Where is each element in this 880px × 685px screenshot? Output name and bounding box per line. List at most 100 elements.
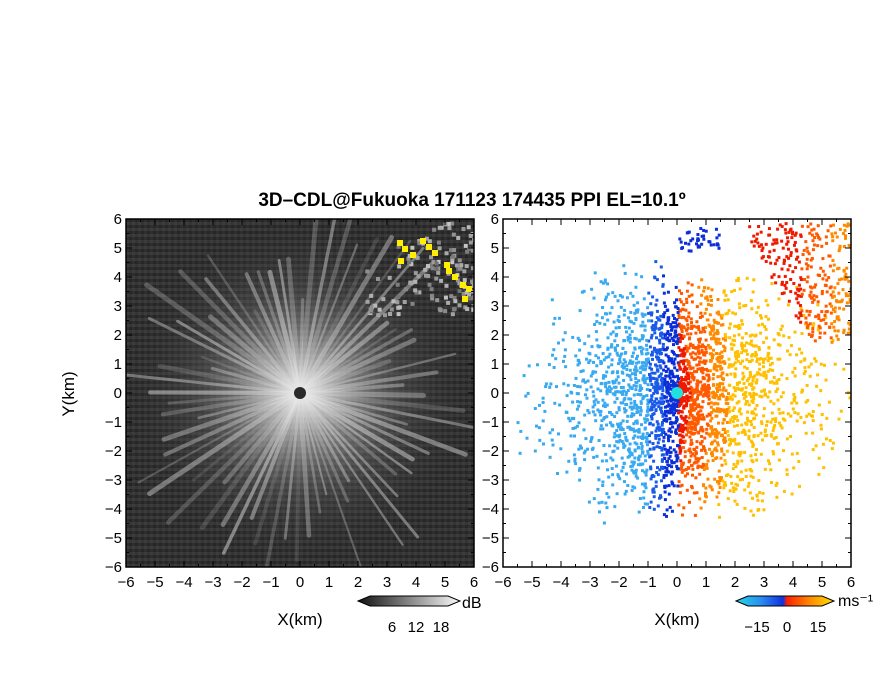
velocity-cell [678, 365, 682, 369]
velocity-cloud-cell [808, 322, 812, 326]
velocity-cell [687, 294, 691, 298]
velocity-cell [695, 445, 699, 449]
velocity-cell [817, 472, 821, 476]
velocity-cell [767, 356, 771, 360]
cloud-pixel [377, 307, 382, 312]
velocity-cell [629, 397, 633, 401]
velocity-cell [676, 361, 680, 365]
velocity-cell [571, 427, 575, 430]
velocity-cell [692, 398, 696, 402]
velocity-cell [769, 356, 773, 360]
velocity-cell [593, 271, 597, 275]
velocity-cell [692, 357, 696, 361]
velocity-cell [650, 417, 654, 421]
chart-title: 3D–CDL@Fukuoka 171123 174435 PPI EL=10.1… [258, 190, 685, 211]
velocity-cell [665, 419, 669, 423]
velocity-cell [646, 357, 650, 361]
velocity-cell [645, 394, 649, 397]
velocity-cell [780, 373, 784, 377]
velocity-cell [746, 419, 750, 423]
velocity-cell [716, 441, 720, 445]
velocity-cell [638, 346, 641, 350]
velocity-cloud-cell [789, 290, 793, 294]
velocity-cell [608, 444, 612, 448]
velocity-cell [802, 421, 806, 425]
velocity-cell [578, 400, 582, 404]
strong-echo-pixel [426, 244, 432, 250]
velocity-cell [698, 330, 702, 334]
velocity-cell [750, 441, 754, 445]
velocity-cell [591, 410, 595, 414]
velocity-cloud-cell [847, 327, 851, 331]
velocity-cell [611, 423, 615, 427]
velocity-cell [723, 346, 727, 350]
velocity-cell [668, 427, 672, 431]
velocity-cell [730, 364, 734, 368]
velocity-cell [795, 451, 799, 455]
velocity-cell [605, 423, 609, 427]
velocity-cell [622, 442, 625, 446]
velocity-cell [682, 418, 686, 422]
velocity-cell [718, 388, 722, 392]
velocity-cell [671, 375, 675, 379]
velocity-cell [696, 421, 700, 425]
velocity-cell [671, 379, 675, 383]
velocity-cell [688, 395, 692, 399]
velocity-cell [698, 367, 702, 371]
reflectivity-ray [298, 297, 305, 395]
velocity-cell [762, 414, 766, 418]
cloud-pixel [395, 300, 400, 305]
velocity-cell [639, 435, 643, 439]
velocity-cell [622, 313, 626, 317]
velocity-patch-cell [707, 240, 711, 244]
velocity-cell [668, 376, 672, 380]
velocity-cell [837, 417, 841, 421]
velocity-cloud-cell [843, 277, 847, 281]
velocity-cell [735, 424, 739, 427]
cloud-pixel [413, 288, 418, 293]
velocity-cell [680, 291, 683, 295]
velocity-cell [673, 317, 676, 320]
velocity-cell [664, 395, 668, 399]
strong-echo-pixel [452, 274, 458, 280]
velocity-cell [793, 396, 797, 399]
velocity-cell [596, 400, 600, 404]
velocity-cell [578, 338, 581, 342]
velocity-cell [715, 337, 719, 341]
velocity-cell [636, 393, 640, 396]
velocity-cell [519, 429, 523, 433]
velocity-cell [535, 424, 538, 428]
velocity-cell [698, 405, 702, 409]
velocity-cell [565, 470, 569, 474]
cloud-pixel [444, 251, 449, 256]
velocity-cell [668, 454, 672, 458]
velocity-cell [695, 363, 699, 367]
velocity-cell [717, 337, 721, 341]
velocity-cell [630, 488, 634, 492]
velocity-cell [712, 365, 716, 369]
velocity-cell [643, 420, 647, 424]
gray-colorbar [356, 595, 462, 607]
velocity-cloud-cell [831, 290, 835, 294]
velocity-cell [666, 355, 670, 359]
velocity-cell [764, 327, 768, 331]
velocity-cell [678, 309, 682, 313]
velocity-cell [650, 333, 654, 337]
velocity-cloud-cell [812, 243, 816, 247]
velocity-cell [706, 384, 710, 388]
velocity-cell [707, 397, 711, 401]
velocity-cell [648, 345, 652, 349]
velocity-cell [676, 384, 680, 388]
velocity-cloud-cell [849, 330, 851, 334]
velocity-cloud-cell [757, 224, 761, 228]
cloud-pixel [461, 227, 466, 232]
velocity-cloud-cell [776, 227, 780, 231]
reflectivity-ray [204, 277, 302, 395]
cloud-pixel [435, 298, 440, 303]
velocity-field [516, 222, 851, 525]
reflectivity-ray [178, 269, 303, 396]
velocity-cell [652, 487, 656, 491]
velocity-cloud-cell [808, 285, 812, 289]
velocity-cell [744, 475, 748, 478]
velocity-cloud-cell [772, 273, 776, 277]
